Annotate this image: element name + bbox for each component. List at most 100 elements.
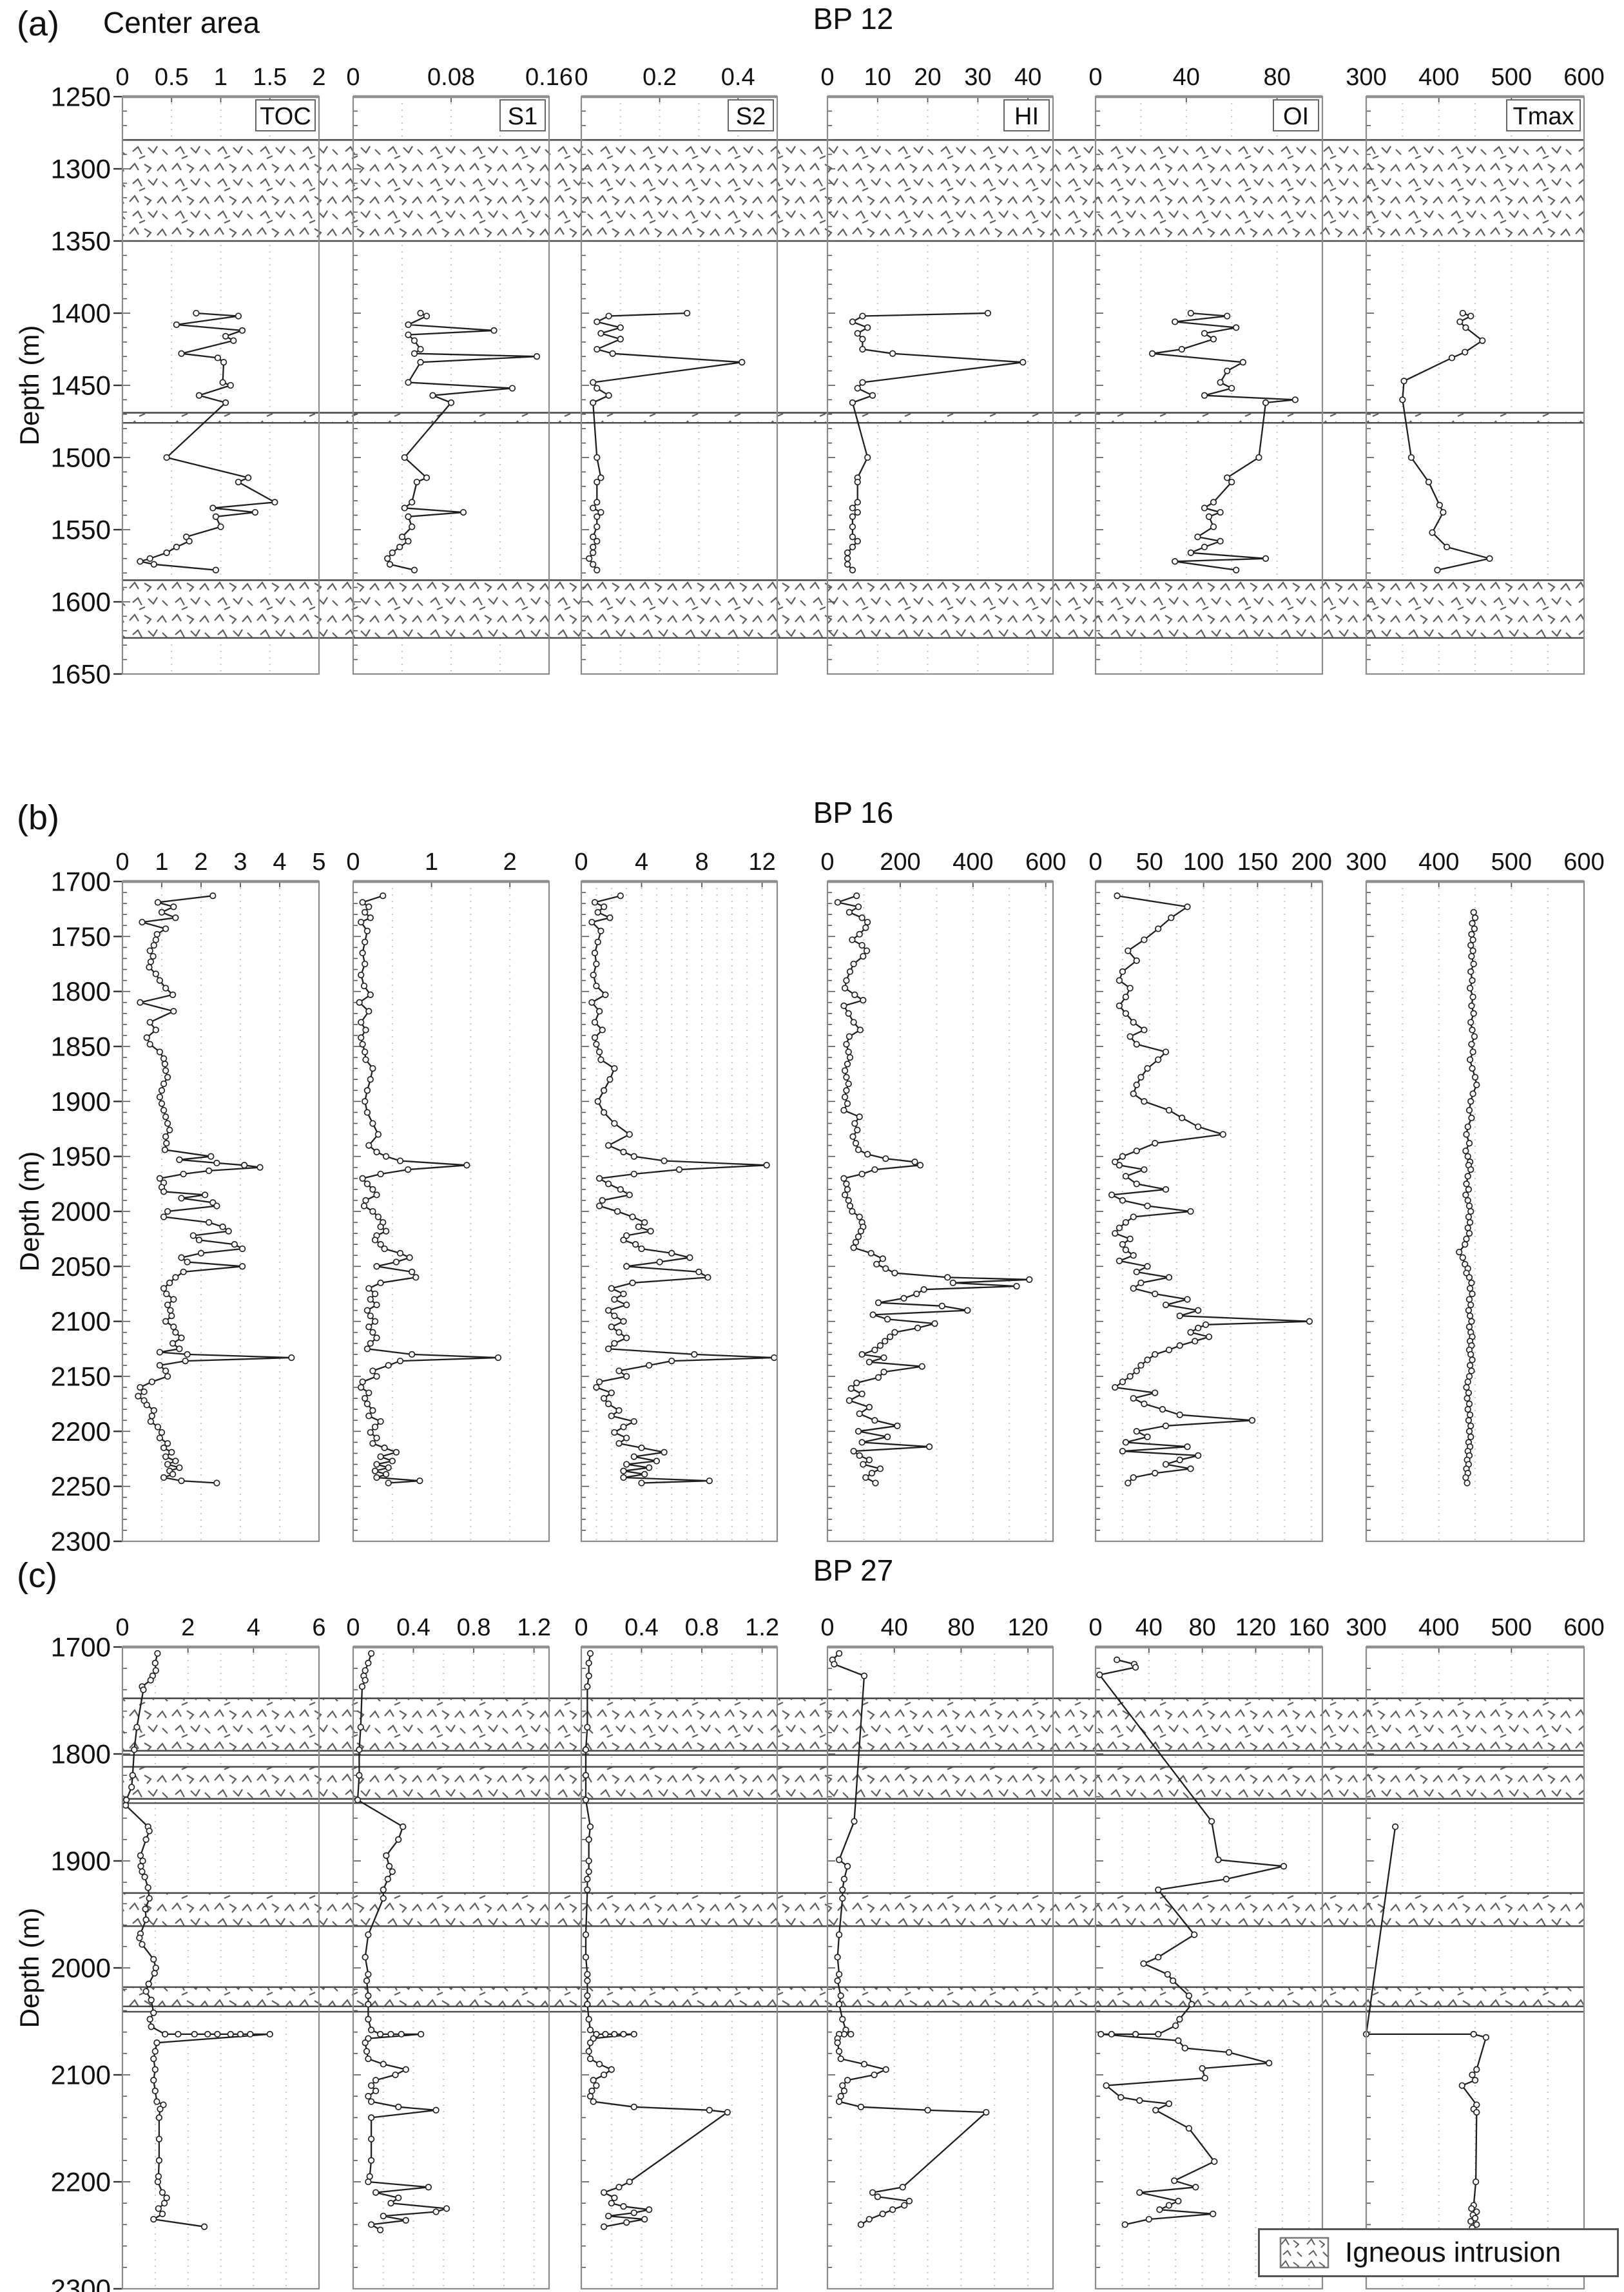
section-bp-16: 1700175018001850190019502000205021002150… [51,849,1605,1557]
x-tick-label: 600 [1563,1614,1604,1641]
depth-axis-label-b: Depth (m) [14,1151,44,1272]
depth-tick-label: 2150 [51,1362,111,1392]
well-title-bp12: BP 12 [813,2,894,35]
depth-tick-label: 1950 [51,1141,111,1171]
x-tick-label: 10 [864,64,891,91]
x-tick-label: 100 [1183,849,1224,876]
x-tick-label: 1 [425,849,438,876]
x-tick-label: 200 [1291,849,1332,876]
x-tick-label: 400 [1418,849,1459,876]
x-tick-label: 40 [881,1614,908,1641]
track-toc: 0 2 4 6 [115,1614,326,2290]
depth-tick-label: 1700 [51,867,111,897]
x-tick-label: 5 [312,849,325,876]
x-tick-label: 0 [574,64,588,91]
x-tick-label: 0.8 [685,1614,719,1641]
track-oi: 0 50 100 150 200 [1088,849,1332,1543]
depth-tick-label: 2100 [51,2060,111,2090]
track-label: OI [1283,103,1309,130]
track-label-box [1506,99,1581,131]
x-tick-label: 0 [115,849,129,876]
depth-tick-label: 2000 [51,1953,111,1983]
x-tick-label: 3 [233,849,247,876]
igneous-intrusion-legend: Igneous intrusion [1258,2228,1619,2277]
x-tick-label: 600 [1563,849,1604,876]
x-tick-label: 0 [820,64,834,91]
area-label: Center area [103,6,260,39]
depth-axis-label-c: Depth (m) [14,1907,44,2028]
x-tick-label: 300 [1346,849,1386,876]
x-tick-label: 12 [748,849,775,876]
track-label-box [499,99,546,131]
depth-tick-label: 1650 [51,659,111,689]
x-tick-label: 0 [574,849,588,876]
x-tick-label: 0 [574,1614,588,1641]
track-label: Tmax [1513,103,1574,130]
x-tick-label: 400 [1418,64,1459,91]
depth-tick-label: 1300 [51,154,111,184]
track-label-box [728,99,774,131]
x-tick-label: 0.8 [457,1614,491,1641]
x-tick-label: 500 [1491,849,1532,876]
track-label-box [1003,99,1050,131]
x-tick-label: 0.4 [624,1614,659,1641]
x-tick-label: 80 [1189,1614,1216,1641]
x-tick-label: 120 [1235,1614,1276,1641]
x-tick-label: 8 [695,849,709,876]
depth-tick-label: 2300 [51,1526,111,1557]
depth-tick-label: 1800 [51,1739,111,1769]
x-tick-label: 0.08 [427,64,475,91]
x-tick-label: 0.2 [643,64,677,91]
x-tick-label: 0 [115,1614,129,1641]
depth-tick-label: 2200 [51,1416,111,1447]
x-tick-label: 300 [1346,64,1386,91]
track-s2: 0 0.4 0.8 1.2 [574,1614,779,2290]
x-tick-label: 20 [914,64,941,91]
series-line-s1 [386,312,537,571]
x-tick-label: 0 [820,849,834,876]
depth-tick-label: 1900 [51,1846,111,1876]
x-tick-label: 2 [194,849,208,876]
x-tick-label: 300 [1346,1614,1386,1641]
depth-tick-label: 1500 [51,443,111,473]
track-tmax: 300 400 500 600 Tmax [1346,64,1605,675]
track-hi: 0 40 80 120 [820,1614,1054,2290]
x-tick-label: 50 [1136,849,1163,876]
igneous-hatch-swatch-icon [1279,2237,1329,2269]
depth-axis-label-a: Depth (m) [14,325,44,446]
x-tick-label: 0.4 [396,1614,430,1641]
x-tick-label: 1 [214,64,227,91]
x-tick-label: 400 [952,849,993,876]
x-tick-label: 0 [1088,849,1102,876]
depth-tick-label: 2300 [51,2274,111,2292]
x-tick-label: 160 [1289,1614,1329,1641]
x-tick-label: 0.16 [525,64,573,91]
series-line-tmax [1402,312,1490,571]
track-s2: 0 0.2 0.4 S2 [574,64,778,675]
legend-label: Igneous intrusion [1345,2237,1561,2268]
x-tick-label: 0.4 [721,64,755,91]
x-tick-label: 1 [155,849,168,876]
depth-tick-label: 1750 [51,921,111,952]
well-title-bp27: BP 27 [813,1554,894,1587]
track-label: HI [1014,103,1039,130]
depth-tick-label: 1350 [51,226,111,256]
depth-tick-label: 1400 [51,298,111,329]
x-tick-label: 2 [503,849,517,876]
series-line-s2 [588,312,742,571]
x-tick-label: 120 [1007,1614,1048,1641]
x-tick-label: 400 [1418,1614,1459,1641]
track-hi: 0 10 20 30 40 HI [820,64,1054,675]
x-tick-label: 500 [1491,1614,1532,1641]
series-line-oi [1152,312,1295,571]
panel-letter-a: (a) [17,5,59,43]
track-label: S1 [508,103,537,130]
depth-tick-label: 2000 [51,1197,111,1227]
x-tick-label: 30 [964,64,991,91]
panel-letter-c: (c) [17,1556,57,1595]
track-s1: 0 0.4 0.8 1.2 [346,1614,551,2290]
